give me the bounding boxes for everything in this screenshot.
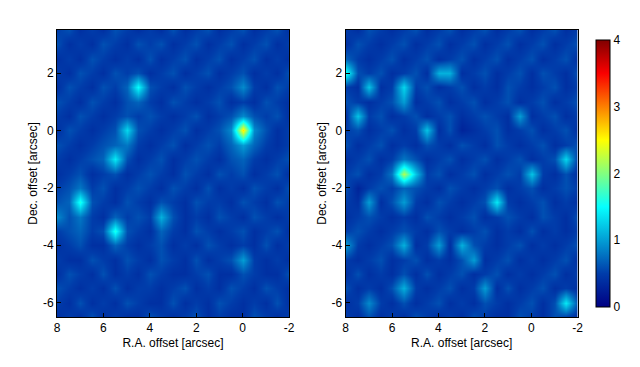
svg-text:-4: -4 <box>332 238 343 252</box>
svg-text:0: 0 <box>528 321 535 335</box>
svg-text:4: 4 <box>146 321 153 335</box>
svg-text:2: 2 <box>47 66 54 80</box>
svg-text:2: 2 <box>482 321 489 335</box>
svg-text:0: 0 <box>336 124 343 138</box>
svg-text:6: 6 <box>389 321 396 335</box>
svg-text:Dec. offset [arcsec]: Dec. offset [arcsec] <box>26 122 40 225</box>
svg-text:3: 3 <box>613 100 620 114</box>
svg-text:-6: -6 <box>332 296 343 310</box>
svg-text:-2: -2 <box>43 181 54 195</box>
svg-text:1: 1 <box>613 233 620 247</box>
svg-text:0: 0 <box>47 124 54 138</box>
svg-text:8: 8 <box>342 321 349 335</box>
svg-text:2: 2 <box>336 66 343 80</box>
svg-text:-4: -4 <box>43 238 54 252</box>
svg-text:-2: -2 <box>572 321 583 335</box>
svg-text:Dec. offset [arcsec]: Dec. offset [arcsec] <box>315 122 329 225</box>
svg-text:2: 2 <box>613 167 620 181</box>
svg-text:R.A. offset [arcsec]: R.A. offset [arcsec] <box>122 336 223 350</box>
svg-text:4: 4 <box>435 321 442 335</box>
svg-text:0: 0 <box>613 300 620 314</box>
svg-text:2: 2 <box>193 321 200 335</box>
svg-text:-6: -6 <box>43 296 54 310</box>
svg-text:R.A. offset [arcsec]: R.A. offset [arcsec] <box>411 336 512 350</box>
svg-text:-2: -2 <box>332 181 343 195</box>
svg-text:6: 6 <box>100 321 107 335</box>
svg-text:4: 4 <box>613 33 620 47</box>
svg-text:8: 8 <box>54 321 61 335</box>
svg-text:0: 0 <box>239 321 246 335</box>
svg-text:-2: -2 <box>284 321 295 335</box>
